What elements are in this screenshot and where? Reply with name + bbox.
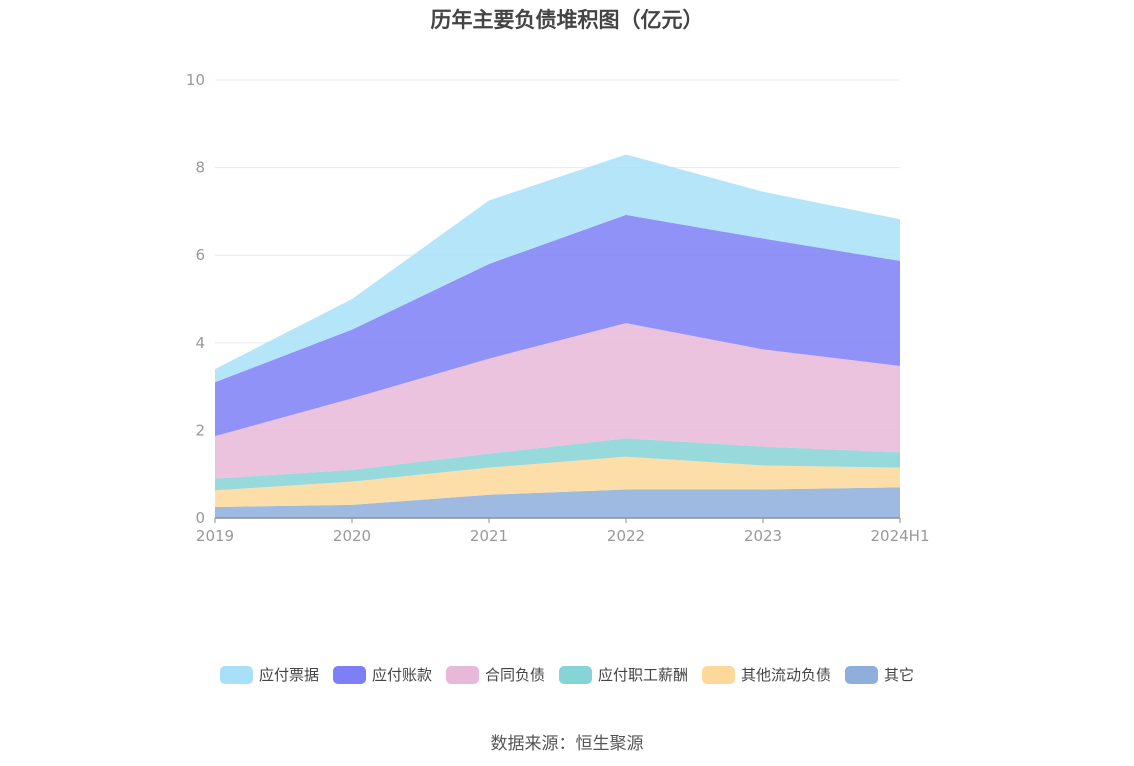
legend-label: 应付账款 xyxy=(371,666,432,684)
chart-title: 历年主要负债堆积图（亿元） xyxy=(430,8,704,32)
x-tick-label: 2020 xyxy=(333,527,371,545)
x-tick-label: 2019 xyxy=(196,527,234,545)
legend-label: 其它 xyxy=(884,666,915,684)
axis-layer: 0 2 4 6 8 10 2019 2020 2021 2022 2023 2024H1 xyxy=(186,71,930,545)
y-tick-label: 8 xyxy=(195,159,205,177)
y-tick-label: 10 xyxy=(186,71,205,89)
y-tick-label: 0 xyxy=(195,509,205,527)
data-source: 数据来源：恒生聚源 xyxy=(490,734,644,754)
x-tick-label: 2023 xyxy=(744,527,782,545)
legend-label: 其他流动负债 xyxy=(741,666,832,684)
x-tick-label: 2024H1 xyxy=(871,527,930,545)
y-tick-label: 4 xyxy=(195,334,205,352)
legend-swatch xyxy=(702,665,736,684)
x-tick-label: 2021 xyxy=(470,527,508,545)
legend-item[interactable]: 应付票据 xyxy=(219,664,319,685)
y-tick-label: 6 xyxy=(195,246,205,264)
legend-item[interactable]: 应付账款 xyxy=(332,664,432,685)
legend-swatch xyxy=(445,665,479,684)
legend-label: 合同负债 xyxy=(484,666,545,684)
area-layer xyxy=(215,154,900,518)
area-series-0[interactable] xyxy=(215,487,900,518)
area-series-3[interactable] xyxy=(215,323,900,479)
legend-swatch xyxy=(219,665,253,684)
legend-label: 应付职工薪酬 xyxy=(598,666,689,684)
legend-item[interactable]: 合同负债 xyxy=(445,664,545,685)
y-tick-label: 2 xyxy=(195,421,205,439)
legend-item[interactable]: 其他流动负债 xyxy=(702,664,831,685)
legend-swatch xyxy=(559,665,592,684)
x-tick-label: 2022 xyxy=(607,527,645,545)
area-series-2[interactable] xyxy=(215,438,900,491)
legend-swatch xyxy=(332,665,366,684)
legend: 应付票据 应付账款 合同负债 应付职工薪酬 其他流动负债 其它 xyxy=(0,664,1134,685)
legend-item[interactable]: 应付职工薪酬 xyxy=(559,664,688,685)
area-series-5[interactable] xyxy=(215,154,900,383)
area-series-1[interactable] xyxy=(215,456,900,508)
legend-item[interactable]: 其它 xyxy=(845,664,914,685)
area-series-4[interactable] xyxy=(215,214,900,437)
legend-swatch xyxy=(845,665,879,684)
legend-label: 应付票据 xyxy=(258,666,319,684)
